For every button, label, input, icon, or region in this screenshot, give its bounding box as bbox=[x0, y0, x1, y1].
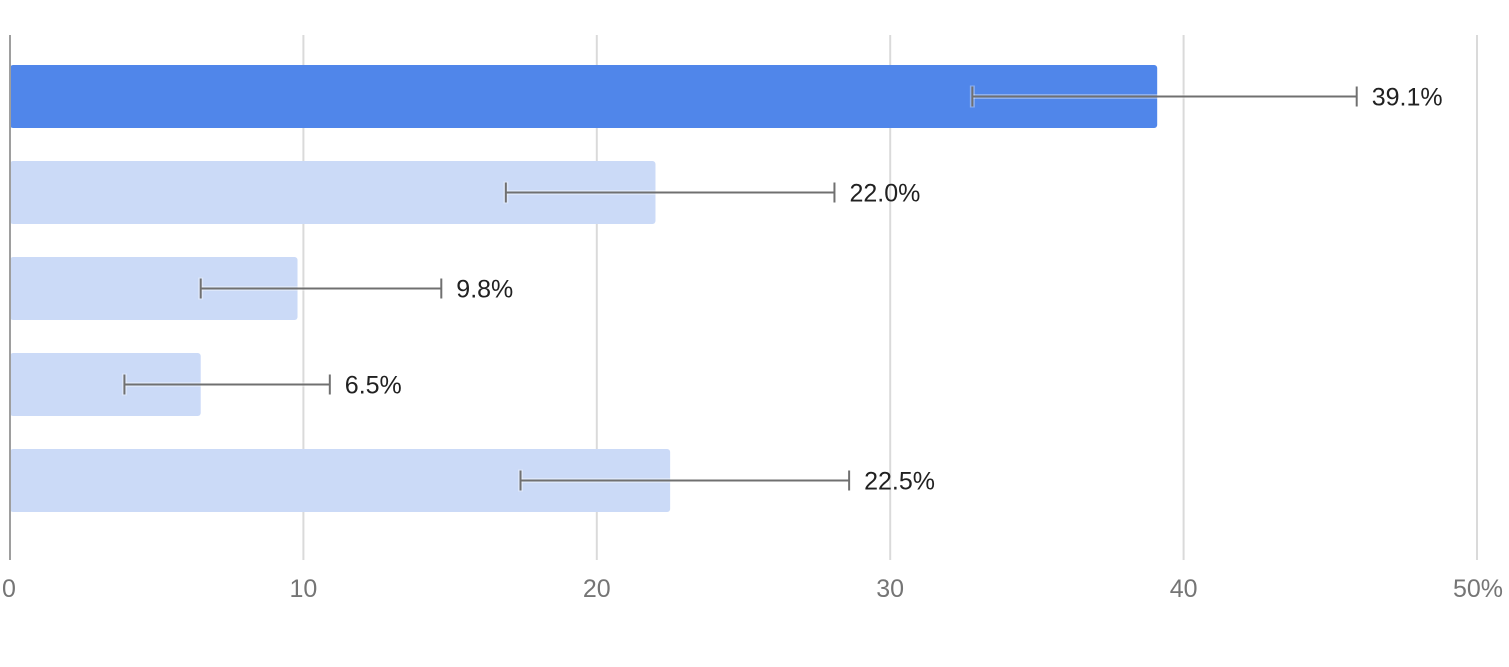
value-label: 39.1% bbox=[1372, 84, 1443, 112]
x-axis-ticks: 0 10 20 30 40 50% bbox=[2, 575, 1503, 603]
x-tick-label: 10 bbox=[289, 575, 317, 603]
x-tick-label: 0 bbox=[2, 575, 16, 603]
bar[interactable] bbox=[10, 161, 656, 224]
value-label: 9.8% bbox=[456, 276, 513, 304]
error-bar bbox=[121, 373, 331, 396]
bar[interactable] bbox=[10, 449, 671, 512]
value-label: 22.0% bbox=[849, 180, 920, 208]
bar[interactable] bbox=[10, 353, 201, 416]
x-tick-label: 20 bbox=[583, 575, 611, 603]
x-tick-label: 30 bbox=[876, 575, 904, 603]
x-tick-label: 50% bbox=[1453, 575, 1503, 603]
bars bbox=[10, 65, 1158, 512]
error-bar bbox=[969, 85, 1358, 108]
value-label: 22.5% bbox=[864, 468, 935, 496]
bar[interactable] bbox=[10, 65, 1158, 128]
error-bars bbox=[121, 85, 1358, 492]
error-bar bbox=[503, 181, 836, 204]
value-label: 6.5% bbox=[345, 372, 402, 400]
x-tick-label: 40 bbox=[1170, 575, 1198, 603]
error-bar bbox=[518, 469, 851, 492]
value-labels: 39.1% 22.0% 9.8% 6.5% 22.5% bbox=[345, 84, 1443, 496]
bar[interactable] bbox=[10, 257, 298, 320]
error-bar bbox=[198, 277, 443, 300]
